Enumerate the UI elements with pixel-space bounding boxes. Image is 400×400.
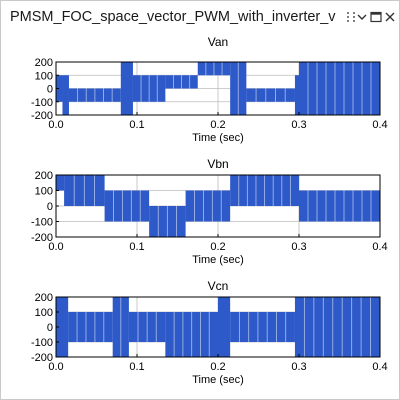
signal-band [68, 312, 113, 342]
y-tick-label: -100 [31, 97, 53, 109]
signal-band [295, 297, 380, 357]
x-tick-label: 0.0 [48, 119, 63, 131]
y-tick-label: 100 [35, 70, 53, 82]
x-tick-label: 0.0 [48, 241, 63, 253]
y-tick-label: 200 [35, 292, 53, 304]
x-tick-label: 0.4 [372, 241, 387, 253]
signal-band [105, 191, 150, 222]
signal-band [230, 312, 295, 342]
x-tick-label: 0.2 [210, 361, 225, 373]
x-tick-label: 0.3 [291, 119, 306, 131]
y-tick-label: 100 [35, 186, 53, 198]
plot-title: Vbn [207, 157, 228, 171]
y-tick-label: 0 [47, 322, 53, 334]
x-tick-label: 0.4 [372, 361, 387, 373]
x-tick-label: 0.3 [291, 361, 306, 373]
x-tick-label: 0.3 [291, 241, 306, 253]
y-tick-label: 200 [35, 170, 53, 182]
signal-band [299, 191, 380, 222]
signal-band [218, 297, 230, 357]
y-tick-label: 0 [47, 201, 53, 213]
x-tick-label: 0.4 [372, 119, 387, 131]
y-tick-label: 100 [35, 307, 53, 319]
x-axis-label: Time (sec) [192, 132, 244, 144]
x-axis-label: Time (sec) [192, 254, 244, 266]
signal-band [295, 75, 299, 115]
y-tick-label: -100 [31, 337, 53, 349]
x-tick-label: 0.1 [129, 119, 144, 131]
signal-band [56, 175, 64, 191]
signal-band [186, 191, 231, 222]
x-axis-label: Time (sec) [192, 374, 244, 386]
y-tick-label: 200 [35, 57, 53, 69]
y-tick-label: 0 [47, 84, 53, 96]
x-tick-label: 0.2 [210, 119, 225, 131]
signal-band [299, 62, 380, 115]
x-tick-label: 0.0 [48, 361, 63, 373]
signal-band [246, 89, 295, 102]
y-tick-label: -100 [31, 217, 53, 229]
x-tick-label: 0.1 [129, 241, 144, 253]
signal-band [121, 62, 133, 115]
plot-title: Van [208, 35, 228, 49]
plot-title: Vcn [208, 279, 229, 293]
x-tick-label: 0.2 [210, 241, 225, 253]
x-tick-label: 0.1 [129, 361, 144, 373]
signal-band [62, 75, 68, 115]
